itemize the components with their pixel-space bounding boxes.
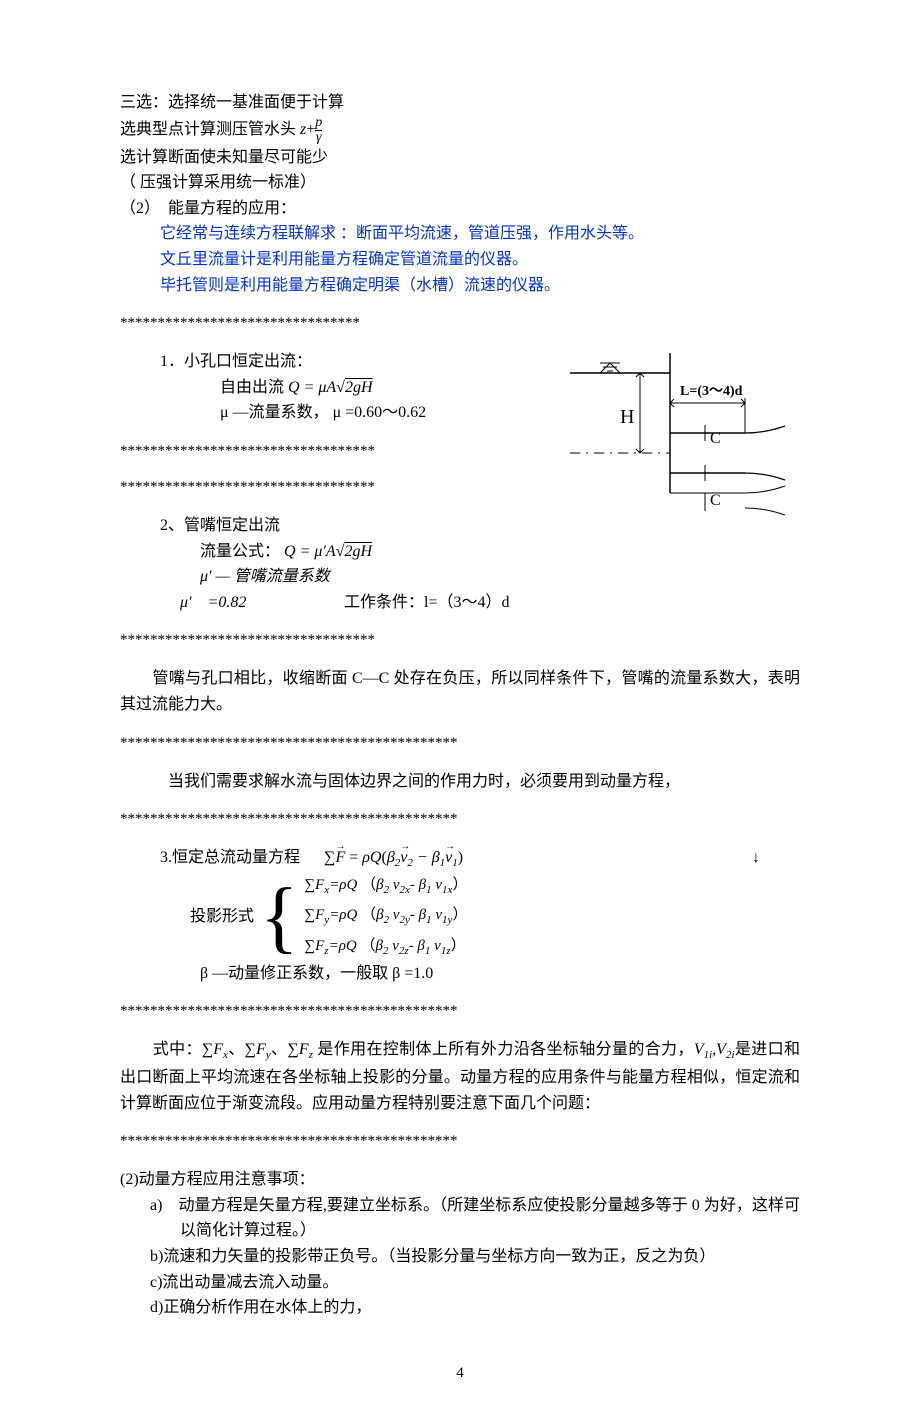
stars-1: ******************************** (120, 313, 800, 334)
stars-3: ********************************** (120, 477, 560, 498)
down-arrow-icon: ↓ (752, 845, 760, 871)
l2-pre: 选典型点计算测压管水头 (120, 121, 300, 138)
stars-5: ****************************************… (120, 733, 800, 754)
note-d: d)正确分析作用在水体上的力， (150, 1295, 800, 1321)
energy-l1: 它经常与连续方程联解求 ：断面平均流速，管道压强，作用水头等。 (160, 221, 800, 247)
triple-select-l1: 三选：选择统一基准面便于计算 (120, 90, 800, 116)
triple-select-l2: 选典型点计算测压管水头 z+ p γ (120, 116, 800, 145)
proj-fz: ∑Fz=ρQ （β2 ν2z- β1 ν1z） (304, 934, 467, 961)
hole-flow: 自由出流 Q = μA√2gH (220, 375, 560, 401)
l2-math: z+ p γ (300, 121, 322, 138)
orifice-section: 1．小孔口恒定出流： 自由出流 Q = μA√2gH μ —流量系数， μ =0… (120, 349, 800, 615)
diagram-svg: H L=(3～4)d C (570, 343, 800, 533)
note-b: b)流速和力矢量的投影带正负号。（当投影分量与坐标方向一致为正，反之为负） (150, 1244, 800, 1270)
stars-8: ****************************************… (120, 1131, 800, 1152)
momentum-main: 3.恒定总流动量方程 ∑F→ = ρQ(β2v→2 − β1v→1) ↓ (160, 845, 800, 873)
left-brace-icon: { (260, 877, 298, 957)
triple-select-l4: （ 压强计算采用统一标准） (120, 170, 800, 196)
hole-mu: μ —流量系数， μ =0.60～0.62 (220, 400, 560, 426)
proj-lines: ∑Fx=ρQ （β2 ν2x- β1 ν1x） ∑Fy=ρQ （β2 ν2y- … (304, 873, 467, 961)
explain: 式中：∑Fx、∑Fy、∑Fz 是作用在控制体上所有外力沿各坐标轴分量的合力，V1… (120, 1037, 800, 1116)
notes-head: (2)动量方程应用注意事项： (120, 1167, 800, 1193)
nozzle-title: 2、管嘴恒定出流 (160, 513, 560, 539)
stars-2: ********************************** (120, 441, 560, 462)
stars-7: ****************************************… (120, 1001, 800, 1022)
energy-head: （2） 能量方程的应用： (120, 196, 800, 222)
projection-block: 投影形式 { ∑Fx=ρQ （β2 ν2x- β1 ν1x） ∑Fy=ρQ （β… (190, 873, 800, 961)
beta-note: β —动量修正系数，一般取 β =1.0 (200, 961, 800, 987)
diag-C1: C (710, 430, 721, 447)
hole-title: 1．小孔口恒定出流： (160, 349, 560, 375)
need-momentum: 当我们需要求解水流与固体边界之间的作用力时，必须要用到动量方程， (120, 769, 800, 795)
proj-fy: ∑Fy=ρQ （β2 ν2y- β1 ν1y） (304, 903, 467, 930)
energy-l2: 文丘里流量计是利用能量方程确定管道流量的仪器。 (160, 247, 800, 273)
page-number: 4 (120, 1361, 800, 1385)
diag-L: L=(3～4)d (680, 384, 743, 399)
diag-H: H (620, 406, 634, 428)
compare-line: 管嘴与孔口相比，收缩断面 C—C 处存在负压，所以同样条件下，管嘴的流量系数大，… (120, 666, 800, 717)
energy-l3: 毕托管则是利用能量方程确定明渠（水槽）流速的仪器。 (160, 273, 800, 299)
orifice-left: 1．小孔口恒定出流： 自由出流 Q = μA√2gH μ —流量系数， μ =0… (120, 349, 560, 615)
note-a: a) 动量方程是矢量方程,要建立坐标系。（所建坐标系应使投影分量越多等于 0 为… (150, 1193, 800, 1244)
nozzle-mu-label: μ′ — 管嘴流量系数 (200, 564, 560, 590)
stars-6: ****************************************… (120, 809, 800, 830)
proj-label: 投影形式 (190, 904, 254, 930)
page-root: 三选：选择统一基准面便于计算 选典型点计算测压管水头 z+ p γ 选计算断面使… (0, 0, 920, 1425)
nozzle-diagram: H L=(3～4)d C (570, 343, 800, 542)
nozzle-formula: 流量公式： Q = μ′A√2gH (200, 539, 560, 565)
proj-fx: ∑Fx=ρQ （β2 ν2x- β1 ν1x） (304, 873, 467, 900)
nozzle-mu-val-row: μ′ =0.82 工作条件：l=（3～4）d (180, 590, 560, 616)
diag-C2: C (710, 492, 721, 509)
stars-4: ********************************** (120, 630, 800, 651)
note-c: c)流出动量减去流入动量。 (150, 1270, 800, 1296)
triple-select-l3: 选计算断面使未知量尽可能少 (120, 145, 800, 171)
